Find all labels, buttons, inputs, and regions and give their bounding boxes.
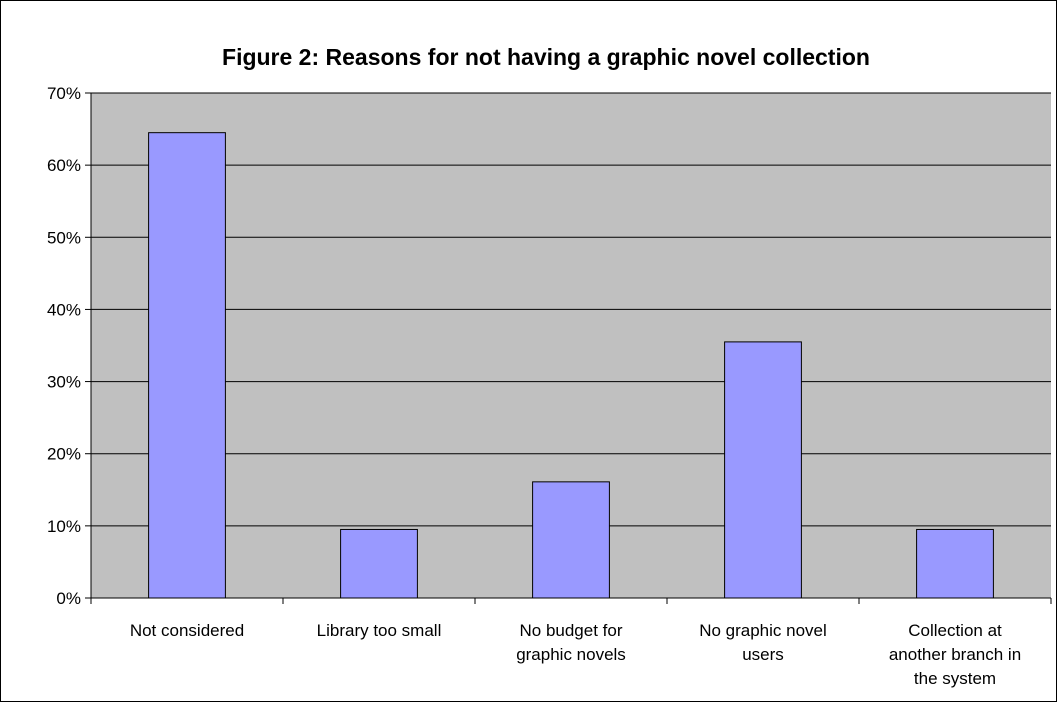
y-tick-label: 70% bbox=[47, 84, 81, 103]
x-tick-label: No budget for graphic novels bbox=[516, 621, 626, 664]
bar bbox=[148, 132, 226, 599]
x-tick-label: Library too small bbox=[317, 621, 442, 640]
x-tick-label: Not considered bbox=[130, 621, 244, 640]
x-tick-label: No graphic novel users bbox=[699, 621, 827, 664]
plot-area: 0% 10% 20% 30% 40% 50% 60% 70% Not considered Lib… bbox=[47, 84, 1052, 688]
chart-title: Figure 2: Reasons for not having a graph… bbox=[222, 44, 870, 70]
x-tick-label: Collection at another branch in the system bbox=[889, 621, 1021, 688]
y-tick-label: 0% bbox=[56, 589, 81, 608]
bar bbox=[724, 341, 802, 599]
bar bbox=[916, 528, 994, 599]
bar bbox=[532, 481, 610, 599]
y-tick-label: 50% bbox=[47, 228, 81, 247]
y-tick-label: 60% bbox=[47, 156, 81, 175]
y-tick-label: 40% bbox=[47, 300, 81, 319]
bar bbox=[340, 528, 418, 599]
y-tick-label: 10% bbox=[47, 517, 81, 536]
y-tick-label: 20% bbox=[47, 445, 81, 464]
y-tick-label: 30% bbox=[47, 373, 81, 392]
